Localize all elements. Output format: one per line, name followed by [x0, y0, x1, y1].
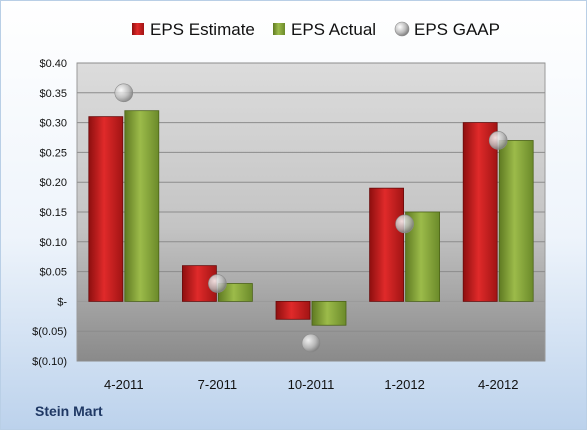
y-tick-label: $0.05 — [39, 267, 67, 279]
x-tick-label: 1-2012 — [384, 377, 424, 392]
company-name: Stein Mart — [35, 403, 103, 419]
y-tick-label: $0.40 — [39, 58, 67, 70]
legend-label: EPS Actual — [291, 20, 376, 39]
x-tick-label: 4-2011 — [104, 377, 144, 392]
point-eps-gaap — [395, 214, 414, 234]
y-tick-label: $- — [57, 296, 67, 308]
x-tick-label: 10-2011 — [288, 377, 335, 392]
y-tick-label: $(0.05) — [32, 326, 67, 338]
y-tick-label: $0.35 — [39, 88, 67, 100]
legend: EPS Estimate EPS Actual EPS GAAP — [132, 20, 500, 39]
bars — [88, 110, 534, 326]
legend-swatch-eps-gaap — [394, 21, 410, 37]
legend-label: EPS GAAP — [414, 20, 500, 39]
y-tick-label: $0.10 — [39, 237, 67, 249]
gaap-points — [114, 83, 508, 353]
point-eps-gaap — [488, 131, 508, 150]
bar-eps-estimate — [462, 122, 498, 302]
x-tick-label: 4-2012 — [478, 377, 518, 392]
y-tick-label: $0.25 — [39, 147, 67, 159]
x-axis-ticks: 4-2011 7-2011 10-2011 1-2012 4-2012 — [104, 377, 518, 392]
y-tick-label: $0.30 — [39, 118, 67, 130]
point-eps-gaap — [114, 83, 134, 103]
legend-label: EPS Estimate — [150, 20, 255, 39]
point-eps-gaap — [208, 274, 227, 293]
y-axis-ticks: $0.40 $0.35 $0.30 $0.25 $0.20 $0.15 $0.10 $0.05… — [32, 58, 67, 368]
y-tick-label: $0.20 — [39, 177, 67, 189]
legend-swatch-eps-estimate — [132, 23, 144, 35]
bar-eps-estimate — [275, 300, 311, 320]
bar-eps-estimate — [88, 116, 124, 302]
legend-swatch-eps-actual — [273, 23, 285, 35]
bar-eps-estimate — [369, 187, 405, 302]
bar-eps-actual — [498, 140, 534, 302]
y-tick-label: $(0.10) — [32, 356, 67, 368]
x-tick-label: 7-2011 — [198, 377, 238, 392]
point-eps-gaap — [301, 333, 321, 353]
y-tick-label: $0.15 — [39, 207, 67, 219]
bar-eps-actual — [124, 110, 160, 302]
bar-eps-actual — [311, 300, 347, 326]
